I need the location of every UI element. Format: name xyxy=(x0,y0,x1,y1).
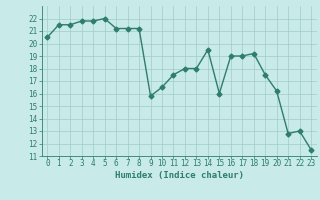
X-axis label: Humidex (Indice chaleur): Humidex (Indice chaleur) xyxy=(115,171,244,180)
